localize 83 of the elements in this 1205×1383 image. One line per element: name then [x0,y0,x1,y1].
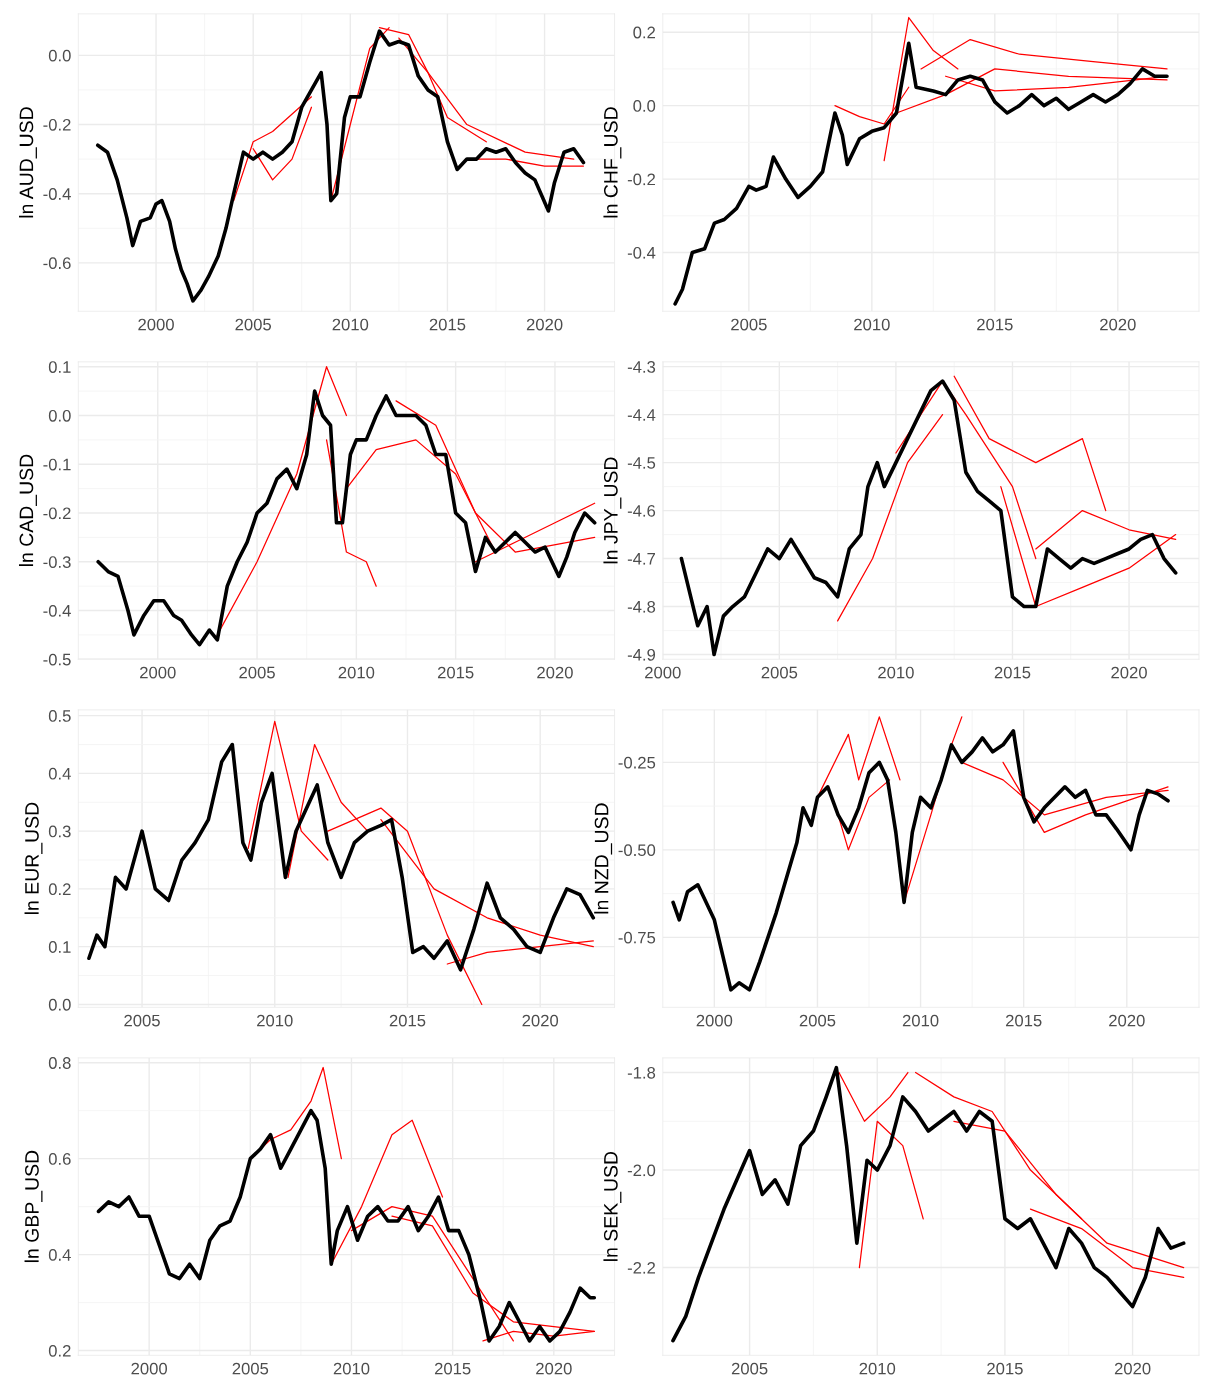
x-tick-label: 2015 [987,1362,1023,1375]
x-tick-label: 2005 [731,1362,768,1375]
x-tick-label: 2000 [696,1014,733,1027]
y-tick-label: -0.1 [43,458,71,471]
y-tick-label: -4.4 [627,409,656,421]
y-tick-label: -2.0 [627,1164,656,1177]
x-tick-label: 2020 [536,1362,572,1375]
x-tick-label: 2020 [1114,1362,1151,1375]
x-tick-label: 2000 [140,666,176,679]
x-tick-label: 2005 [239,666,275,679]
x-tick-label: 2020 [526,318,563,331]
x-tick-label: 2015 [994,666,1031,679]
y-axis-title: ln GBP_USD [24,1150,43,1263]
x-tick-label: 2010 [854,318,890,331]
x-tick-label: 2020 [537,666,573,679]
x-tick-label: 2005 [235,318,272,331]
x-tick-label: 2015 [977,318,1013,331]
x-tick-label: 2020 [522,1014,559,1027]
x-tick-label: 2020 [1100,318,1136,331]
y-axis-title: ln EUR_USD [24,802,43,915]
y-tick-label: 0.2 [48,1344,71,1357]
y-tick-label: -0.6 [43,257,71,270]
y-tick-label: -0.4 [627,246,656,259]
x-tick-label: 2005 [232,1362,269,1375]
y-tick-label: -4.7 [627,553,655,565]
y-tick-label: -4.3 [627,361,656,373]
x-tick-label: 2005 [124,1014,160,1027]
x-tick-label: 2015 [434,1362,471,1375]
x-tick-label: 2010 [338,666,375,679]
x-tick-label: 2000 [645,666,681,679]
y-axis-title: ln NZD_USD [594,803,613,914]
y-tick-label: 0.3 [48,825,71,838]
x-tick-label: 2010 [878,666,914,679]
y-axis-title: ln CAD_USD [18,454,37,566]
y-tick-label: 0.0 [633,100,656,112]
y-tick-label: 0.4 [48,767,71,780]
y-tick-label: 0.0 [48,998,71,1011]
y-axis-title: ln JPY_USD [603,457,622,564]
y-tick-label: 0.2 [633,26,655,39]
y-tick-label: 0.6 [48,1153,71,1165]
y-tick-label: -0.5 [43,653,71,666]
y-tick-label: 0.2 [48,883,71,896]
x-tick-label: 2005 [799,1014,836,1027]
x-tick-label: 2000 [131,1362,168,1375]
y-tick-label: 0.1 [48,361,71,373]
y-tick-label: 0.5 [48,710,71,722]
x-tick-label: 2015 [389,1014,426,1027]
y-tick-label: -1.8 [627,1066,656,1079]
y-tick-label: -4.8 [627,600,656,613]
y-tick-label: -0.75 [618,931,656,944]
x-tick-label: 2020 [1109,1014,1145,1027]
y-tick-label: 0.8 [48,1057,71,1069]
y-tick-label: 0.4 [48,1248,71,1261]
x-tick-label: 2000 [138,318,174,331]
y-tick-label: -0.4 [43,604,71,617]
y-tick-label: -0.2 [43,118,71,131]
y-tick-label: -0.3 [43,556,71,568]
y-tick-label: 0.0 [48,409,71,422]
x-tick-label: 2005 [761,666,798,679]
x-tick-label: 2010 [859,1362,896,1375]
x-tick-label: 2015 [1005,1014,1042,1027]
x-tick-label: 2020 [1111,666,1147,679]
y-tick-label: -4.6 [627,504,656,517]
y-axis-title: ln AUD_USD [18,107,37,218]
x-tick-label: 2010 [332,318,369,331]
y-tick-label: -0.2 [43,507,71,520]
x-tick-label: 2015 [429,318,466,331]
x-tick-label: 2010 [333,1362,370,1375]
y-tick-label: -0.4 [43,188,71,200]
x-tick-label: 2010 [257,1014,293,1027]
x-tick-label: 2010 [902,1014,939,1027]
y-axis-title: ln CHF_USD [603,107,622,218]
x-tick-label: 2015 [437,666,474,679]
y-tick-label: 0.1 [48,941,71,953]
y-tick-label: -0.50 [618,844,656,857]
y-tick-label: 0.0 [48,49,71,62]
y-axis-title: ln SEK_USD [603,1151,622,1261]
y-tick-label: -0.25 [618,756,656,769]
y-tick-label: -4.5 [627,457,656,469]
y-tick-label: -4.9 [627,648,656,661]
y-tick-label: -0.2 [627,173,655,186]
x-tick-label: 2005 [731,318,767,331]
y-tick-label: -2.2 [627,1261,655,1274]
